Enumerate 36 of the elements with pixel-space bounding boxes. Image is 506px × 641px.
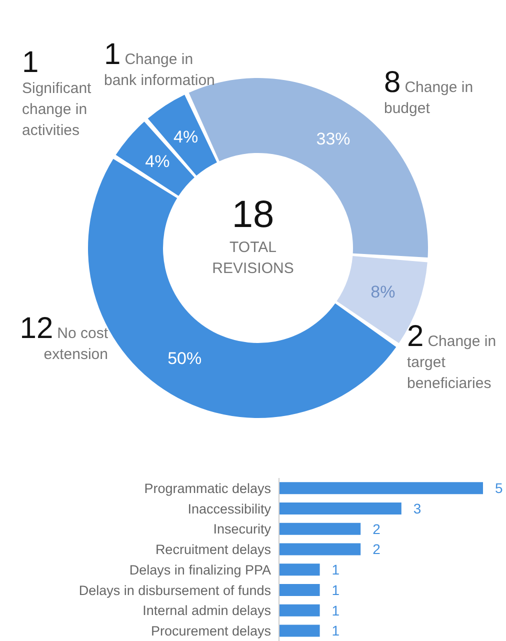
text: 8 — [384, 66, 401, 99]
bar — [279, 604, 320, 616]
data-label: 2 — [372, 541, 381, 558]
y-tick-label: Programmatic delays — [144, 480, 272, 496]
y-tick-label: Delays in disbursement of funds — [78, 582, 272, 598]
data-label: 33% — [316, 129, 350, 148]
slice-label: Significant change in activities — [22, 80, 92, 139]
data-label: 4% — [145, 152, 170, 172]
data-label: 1 — [332, 622, 340, 639]
data-label: 8% — [370, 282, 396, 302]
bar — [279, 584, 320, 596]
text: TOTAL REVISIONS — [211, 238, 295, 279]
data-label: 4% — [174, 127, 198, 146]
bar — [279, 543, 361, 556]
y-tick-label: Procurement delays — [150, 624, 272, 639]
text: 2 — [407, 320, 424, 353]
bar — [279, 624, 320, 637]
text: 18 — [230, 193, 276, 237]
y-tick-label: Internal admin delays — [142, 603, 272, 618]
bar — [279, 522, 361, 535]
y-tick-label: Recruitment delays — [155, 542, 272, 558]
data-label: 1 — [332, 602, 340, 618]
text: 1 — [22, 46, 39, 79]
text: 1 — [104, 38, 121, 71]
y-tick-label: Insecurity — [213, 522, 272, 537]
bar — [279, 564, 320, 576]
bar — [279, 502, 402, 514]
y-tick-label: Inaccessibility — [188, 501, 272, 516]
data-label: 1 — [332, 562, 340, 578]
data-label: 2 — [372, 520, 381, 537]
data-label: 50% — [168, 348, 202, 368]
data-label: 3 — [413, 500, 422, 516]
data-label: 1 — [332, 582, 340, 598]
bar — [279, 482, 483, 494]
data-label: 5 — [495, 480, 503, 496]
y-tick-label: Delays in finalizing PPA — [129, 562, 271, 578]
